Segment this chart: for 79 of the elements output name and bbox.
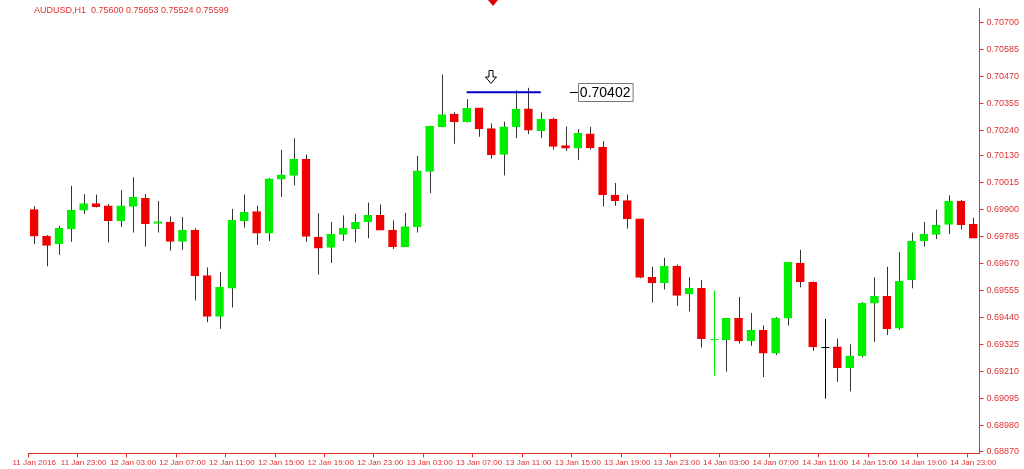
- x-tick-label: 14 Jan 11:00: [802, 458, 849, 468]
- candlestick: [944, 194, 953, 235]
- candlestick: [660, 257, 669, 290]
- x-tick-label: 13 Jan 11:00: [505, 458, 552, 468]
- candlestick: [375, 203, 385, 231]
- x-tick-label: 14 Jan 07:00: [752, 458, 800, 468]
- x-tick-label: 13 Jan 07:00: [455, 458, 503, 468]
- x-tick-label: 14 Jan 15:00: [851, 458, 899, 468]
- y-tick-label: 0.69555: [986, 285, 1020, 296]
- x-tick-label: 14 Jan 03:00: [703, 458, 750, 468]
- candlestick: [437, 73, 447, 128]
- candlestick: [116, 189, 126, 228]
- candlestick: [573, 128, 583, 161]
- y-tick-label: 0.69210: [986, 365, 1020, 376]
- x-tick-label: 11 Jan 23:00: [60, 458, 107, 468]
- candlestick: [252, 205, 261, 246]
- candlestick: [42, 234, 51, 267]
- y-tick-label: 0.70240: [986, 124, 1020, 135]
- x-tick-label: 13 Jan 23:00: [653, 458, 701, 468]
- y-tick-label: 0.70130: [986, 150, 1020, 161]
- candlestick: [141, 193, 150, 248]
- y-tick-label: 0.70470: [986, 70, 1020, 81]
- y-tick-label: 0.69670: [986, 258, 1020, 269]
- candlestick: [710, 289, 719, 377]
- y-tick-label: 0.69095: [986, 392, 1020, 403]
- candlestick: [833, 338, 842, 383]
- candlestick: [326, 221, 336, 264]
- candlestick: [870, 276, 879, 343]
- y-tick-label: 0.68870: [986, 445, 1020, 456]
- x-tick-label: 13 Jan 19:00: [604, 458, 651, 468]
- candlestick: [536, 111, 546, 139]
- candlestick: [734, 296, 743, 345]
- candlestick: [314, 212, 323, 275]
- candlestick: [449, 111, 459, 145]
- candlestick: [524, 87, 533, 135]
- candlestick: [103, 203, 113, 243]
- x-tick-label: 12 Jan 23:00: [357, 458, 404, 468]
- candlestick: [721, 317, 731, 373]
- candlestick: [178, 216, 187, 251]
- candlestick: [622, 194, 632, 230]
- y-tick-label: 0.69325: [986, 338, 1020, 349]
- candlestick: [758, 325, 768, 378]
- candlestick: [585, 126, 595, 151]
- candlestick: [363, 202, 373, 239]
- annotation: 0.70402: [579, 84, 631, 101]
- candlestick: [388, 219, 397, 250]
- candlestick: [956, 199, 966, 230]
- candlestick: [128, 176, 138, 234]
- x-tick-label: 12 Jan 03:00: [109, 458, 157, 468]
- y-tick-label: 0.70585: [986, 43, 1020, 54]
- x-tick-label: 14 Jan 19:00: [900, 458, 948, 468]
- y-tick-label: 0.70015: [986, 177, 1020, 188]
- x-tick-label: 14 Jan 23:00: [950, 458, 997, 468]
- x-tick-label: 13 Jan 15:00: [554, 458, 602, 468]
- candlestick: [400, 212, 410, 248]
- y-tick-label: 0.69900: [986, 204, 1020, 215]
- candlestick: [239, 194, 249, 229]
- candlestick: [821, 318, 830, 400]
- candlestick: [153, 200, 163, 234]
- candlestick: [66, 185, 76, 243]
- x-tick-label: 11 Jan 2016: [12, 458, 57, 468]
- x-tick-label: 12 Jan 19:00: [307, 458, 355, 468]
- x-tick-label: 12 Jan 11:00: [209, 458, 256, 468]
- candlestick: [351, 213, 360, 243]
- candlestick: [289, 137, 298, 186]
- candlestick: [338, 214, 348, 242]
- candlestick: [79, 193, 88, 215]
- y-tick-label: 0.70355: [986, 97, 1020, 108]
- x-tick-label: 12 Jan 07:00: [159, 458, 207, 468]
- x-tick-label: 12 Jan 15:00: [258, 458, 305, 468]
- y-tick-label: 0.70700: [986, 16, 1020, 27]
- y-tick-label: 0.69440: [986, 312, 1020, 323]
- candlestick: [931, 209, 941, 240]
- candlestick: [795, 249, 805, 288]
- x-tick-label: 13 Jan 03:00: [406, 458, 454, 468]
- y-tick-label: 0.69785: [986, 231, 1020, 242]
- y-tick-label: 0.68980: [986, 419, 1020, 430]
- candlestick: [845, 343, 855, 392]
- chart-title: AUDUSD,H1 0.75600 0.75653 0.75524 0.75599: [34, 5, 229, 15]
